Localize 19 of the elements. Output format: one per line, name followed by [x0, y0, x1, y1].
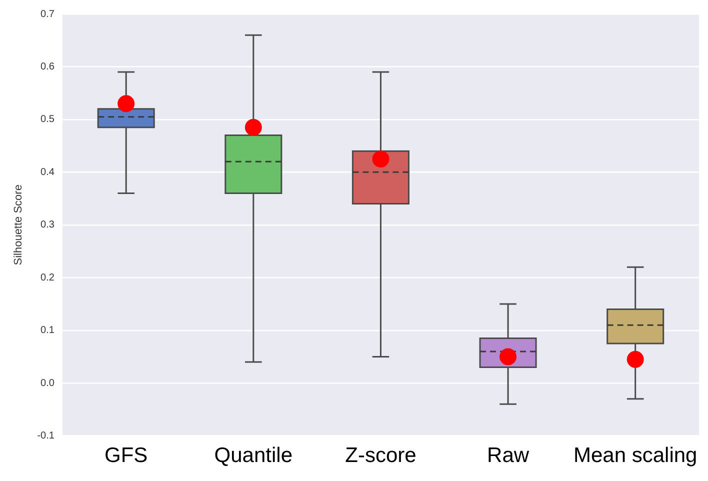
x-tick-label: GFS	[104, 444, 148, 468]
point	[626, 350, 644, 368]
y-tick-label: -0.1	[37, 430, 55, 442]
x-tick-label: Quantile	[214, 444, 293, 468]
y-tick-label: 0.2	[40, 272, 55, 284]
y-tick-label: 0.4	[40, 166, 55, 178]
point	[372, 150, 390, 168]
point	[118, 95, 135, 112]
x-tick-label: Mean scaling	[573, 444, 698, 468]
y-tick-label: 0.7	[40, 8, 55, 20]
y-tick-label: 0.3	[40, 220, 55, 231]
x-tick-label: Raw	[487, 444, 530, 468]
x-tick-label: Z-score	[345, 444, 416, 468]
y-tick-label: 0.6	[40, 61, 55, 72]
point	[244, 118, 262, 136]
y-axis-title: Silhouette Score	[12, 184, 25, 266]
y-tick-label: 0.1	[40, 325, 55, 336]
y-tick-label: 0.0	[40, 378, 55, 389]
y-tick-label: 0.5	[40, 114, 55, 126]
